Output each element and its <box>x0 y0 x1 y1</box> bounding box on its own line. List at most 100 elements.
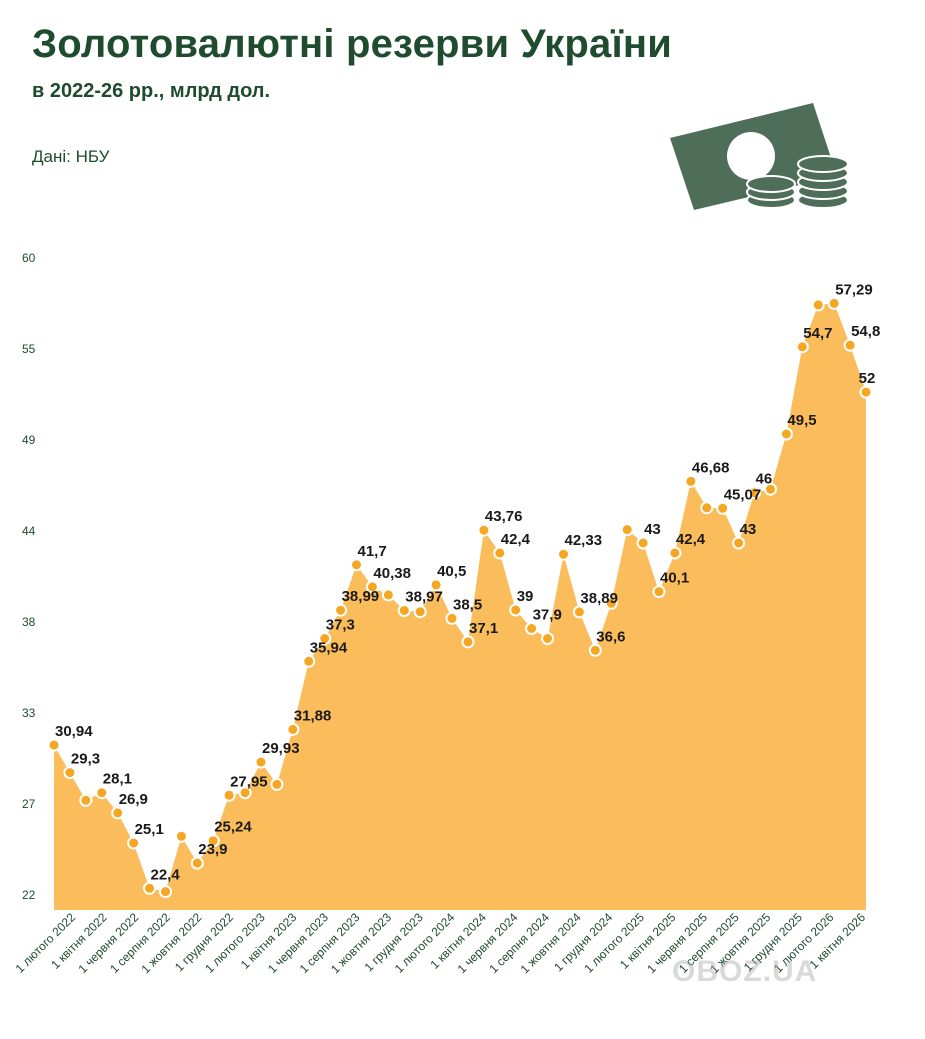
data-point <box>859 385 873 399</box>
data-point <box>397 604 411 617</box>
data-point <box>302 654 316 668</box>
data-point <box>636 536 650 550</box>
data-point <box>159 885 172 899</box>
data-label: 57,29 <box>835 281 873 298</box>
data-point <box>238 786 252 800</box>
data-point <box>748 486 761 500</box>
data-point <box>79 793 93 807</box>
data-point <box>779 427 793 441</box>
data-point <box>652 585 666 599</box>
data-point <box>493 546 507 560</box>
data-point <box>286 722 300 736</box>
data-point <box>270 777 284 791</box>
chart-subtitle: в 2022-26 рр., млрд дол. <box>32 80 271 102</box>
data-label: 42,33 <box>565 532 603 549</box>
data-label: 22,4 <box>151 866 181 883</box>
data-point <box>381 588 395 602</box>
data-label: 25,24 <box>214 819 252 836</box>
data-label: 43 <box>740 521 757 538</box>
chart-title: Золотовалютні резерви України <box>32 22 673 66</box>
data-point <box>445 611 459 625</box>
data-point <box>461 635 475 649</box>
y-tick-label: 60 <box>22 251 36 265</box>
data-point <box>604 596 618 610</box>
data-label: 29,93 <box>262 740 300 757</box>
data-label: 37,9 <box>533 607 562 624</box>
coin-stack-icon <box>746 155 849 209</box>
data-point <box>143 881 156 895</box>
data-label: 52 <box>859 370 876 387</box>
data-point <box>190 856 204 870</box>
data-point <box>525 622 539 635</box>
data-label: 41,7 <box>358 543 387 560</box>
data-point <box>716 501 730 515</box>
data-point <box>206 834 220 848</box>
data-point <box>413 605 427 619</box>
y-tick-label: 55 <box>22 342 36 356</box>
data-point <box>318 632 332 645</box>
data-label: 28,1 <box>103 771 132 788</box>
data-label: 31,88 <box>294 707 332 724</box>
data-point <box>732 536 746 550</box>
data-label: 45,07 <box>724 486 762 503</box>
data-point <box>572 605 586 619</box>
reserves-area <box>54 303 866 910</box>
data-point <box>843 338 857 352</box>
data-point <box>365 580 379 594</box>
data-point <box>95 786 109 800</box>
data-points <box>47 296 873 899</box>
data-label: 40,38 <box>373 565 411 582</box>
money-illustration <box>670 103 849 210</box>
data-label: 43,76 <box>485 508 523 525</box>
data-label: 37,3 <box>326 617 355 634</box>
data-label: 39 <box>517 588 534 605</box>
data-point <box>541 632 555 645</box>
y-tick-label: 22 <box>22 888 36 902</box>
data-point <box>334 603 348 617</box>
data-label: 23,9 <box>198 841 227 858</box>
data-point <box>764 482 777 496</box>
data-label: 29,3 <box>71 751 100 768</box>
data-point <box>350 558 363 572</box>
data-label: 46 <box>756 471 773 488</box>
data-label: 38,89 <box>580 590 618 607</box>
data-point <box>684 474 698 488</box>
data-point <box>795 340 809 354</box>
data-point <box>811 298 825 312</box>
data-label: 26,9 <box>119 791 148 808</box>
y-tick-label: 44 <box>22 524 36 538</box>
data-point <box>668 546 682 560</box>
data-label: 38,97 <box>405 589 443 606</box>
y-tick-label: 49 <box>22 433 36 447</box>
data-point <box>700 501 714 515</box>
data-point <box>509 603 523 617</box>
data-label: 42,4 <box>501 531 531 548</box>
data-label: 43 <box>644 521 661 538</box>
data-source: Дані: НБУ <box>32 147 110 166</box>
y-tick-label: 38 <box>22 615 36 629</box>
data-label: 30,94 <box>55 723 93 740</box>
data-point <box>47 738 61 752</box>
data-point <box>620 523 634 537</box>
data-label: 40,5 <box>437 563 466 580</box>
data-label: 27,95 <box>230 773 268 790</box>
data-point <box>63 766 77 780</box>
data-point <box>111 806 125 820</box>
data-label: 42,4 <box>676 531 706 548</box>
data-point <box>588 643 602 657</box>
y-axis: 22 27 33 38 44 49 55 60 <box>22 251 36 902</box>
data-label: 49,5 <box>787 412 816 429</box>
data-label: 36,6 <box>596 628 625 645</box>
watermark: OBOZ.UA <box>672 955 818 988</box>
y-tick-label: 27 <box>22 797 36 811</box>
data-label: 54,7 <box>803 325 832 342</box>
data-label: 54,8 <box>851 323 880 340</box>
data-point <box>827 296 841 310</box>
data-label: 46,68 <box>692 459 730 476</box>
value-labels: 30,94 29,328,1 26,9 25,1 22,4 23,9 25,24 27,95 2… <box>55 281 880 883</box>
data-point <box>127 836 141 850</box>
data-point <box>254 755 268 769</box>
data-label: 37,1 <box>469 620 498 637</box>
y-tick-label: 33 <box>22 706 36 720</box>
